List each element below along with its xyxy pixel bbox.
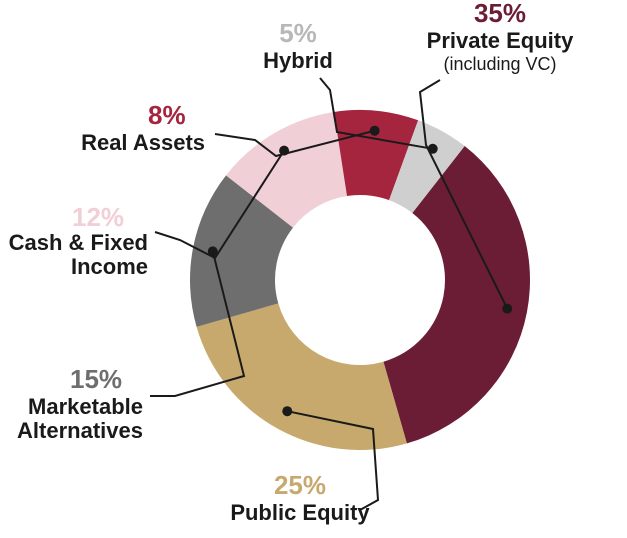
label2-cash_fixed_income: Income	[71, 254, 148, 279]
leader-dot-private_equity	[502, 304, 512, 314]
label-private_equity: Private Equity	[427, 28, 574, 53]
label-public_equity: Public Equity	[230, 500, 370, 525]
label-hybrid: Hybrid	[263, 48, 333, 73]
leader-dot-real_assets	[370, 126, 380, 136]
pct-public_equity: 25%	[274, 470, 326, 500]
label-cash_fixed_income: Cash & Fixed	[9, 230, 148, 255]
donut-svg: 35%Private Equity(including VC) 25%Public…	[0, 0, 627, 538]
pct-marketable_alternatives: 15%	[70, 364, 122, 394]
leader-dot-public_equity	[282, 406, 292, 416]
sublabel-private_equity: (including VC)	[443, 54, 556, 74]
pct-real_assets: 8%	[148, 100, 186, 130]
donut-chart: 35%Private Equity(including VC) 25%Public…	[0, 0, 627, 538]
label-real_assets: Real Assets	[81, 130, 205, 155]
label2-marketable_alternatives: Alternatives	[17, 418, 143, 443]
leader-dot-hybrid	[428, 144, 438, 154]
pct-private_equity: 35%	[474, 0, 526, 28]
pct-cash_fixed_income: 12%	[72, 202, 124, 232]
pct-hybrid: 5%	[279, 18, 317, 48]
label-marketable_alternatives: Marketable	[28, 394, 143, 419]
